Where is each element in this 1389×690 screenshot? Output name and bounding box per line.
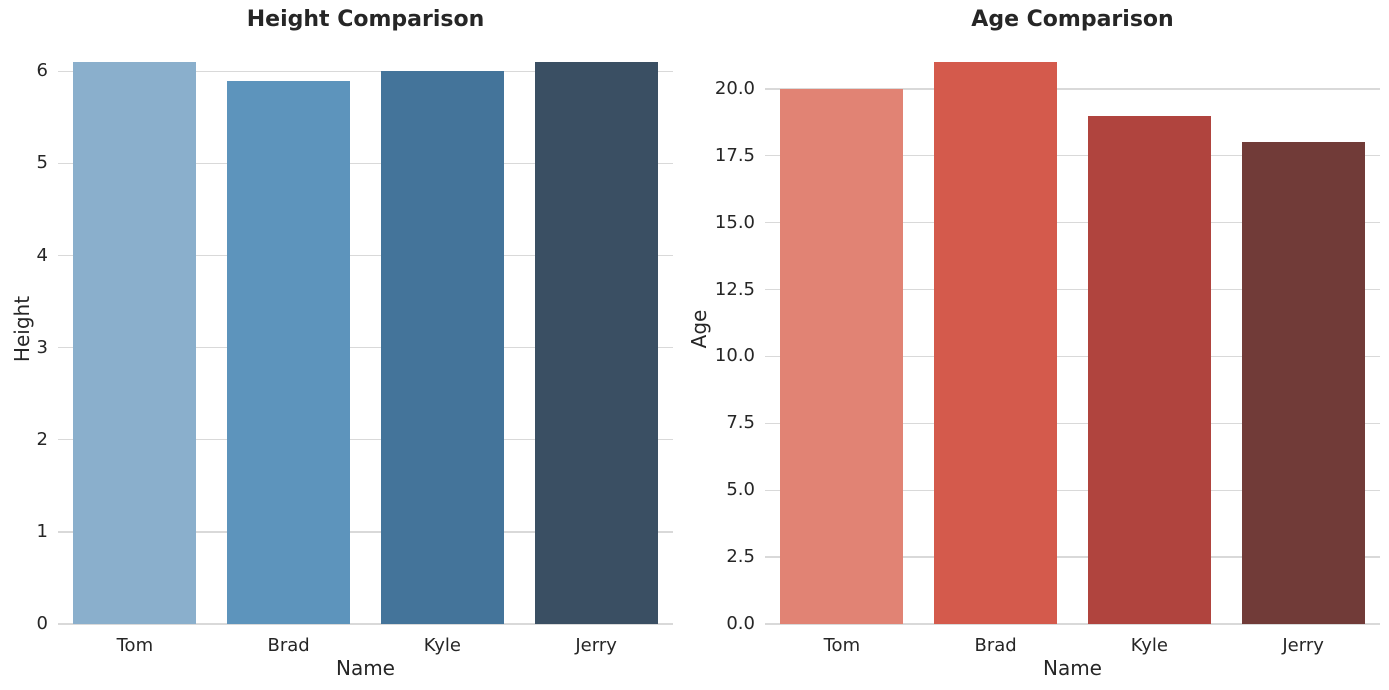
bar-kyle-height [380,71,504,624]
gridline-y-5 [58,162,673,165]
gridline-y-17.5 [765,155,1380,157]
height-chart-title: Height Comparison [246,7,485,32]
gridline-y-6 [58,70,673,72]
age-chart-title: Age Comparison [971,7,1174,32]
x-tick-label: Tom [823,635,861,656]
gridline-y-0.0 [765,623,1380,625]
y-tick-label: 0.0 [726,613,755,634]
age-y-axis-label: Age [687,309,711,349]
bar-jerry-age [1241,142,1365,624]
bar-kyle-age [1087,115,1211,624]
age-x-axis-label: Name [1042,656,1102,680]
gridline-y-7.5 [765,422,1380,424]
x-tick-label: Kyle [1130,635,1168,656]
height-x-axis-label: Name [335,656,395,680]
y-tick-label: 6 [36,60,48,82]
y-tick-label: 1 [36,520,48,542]
gridline-y-1 [58,531,673,533]
y-tick-label: 10.0 [714,345,755,367]
gridline-y-2.5 [765,556,1380,558]
y-tick-label: 3 [36,336,48,358]
bar-brad-height [227,80,351,624]
bar-jerry-height [534,62,658,624]
bar-brad-age [934,62,1058,624]
x-tick-label: Brad [974,635,1017,656]
gridline-y-20.0 [765,88,1380,90]
gridline-y-3 [58,346,673,349]
gridline-y-2 [58,439,673,441]
gridline-y-5.0 [765,489,1380,491]
x-tick-label: Jerry [1282,635,1324,656]
gridline-y-10.0 [765,355,1380,358]
bar-tom-height [73,62,197,624]
y-tick-label: 2 [36,428,48,450]
y-tick-label: 5.0 [726,479,755,501]
gridline-y-4 [58,254,673,257]
bar-tom-age [780,88,904,624]
gridline-y-0 [58,623,673,625]
y-tick-label: 20.0 [714,77,755,99]
y-tick-label: 7.5 [726,412,755,434]
y-tick-label: 15.0 [714,211,755,233]
x-tick-label: Brad [267,635,310,656]
x-tick-label: Kyle [423,635,461,656]
y-tick-label: 0 [36,613,48,634]
x-tick-label: Tom [116,635,154,656]
gridline-y-15.0 [765,221,1380,224]
y-tick-label: 4 [36,244,48,266]
y-tick-label: 17.5 [714,144,755,166]
y-tick-label: 2.5 [726,546,755,568]
y-tick-label: 12.5 [714,278,755,300]
gridline-y-12.5 [765,288,1380,291]
y-tick-label: 5 [36,152,48,174]
x-tick-label: Jerry [575,635,617,656]
